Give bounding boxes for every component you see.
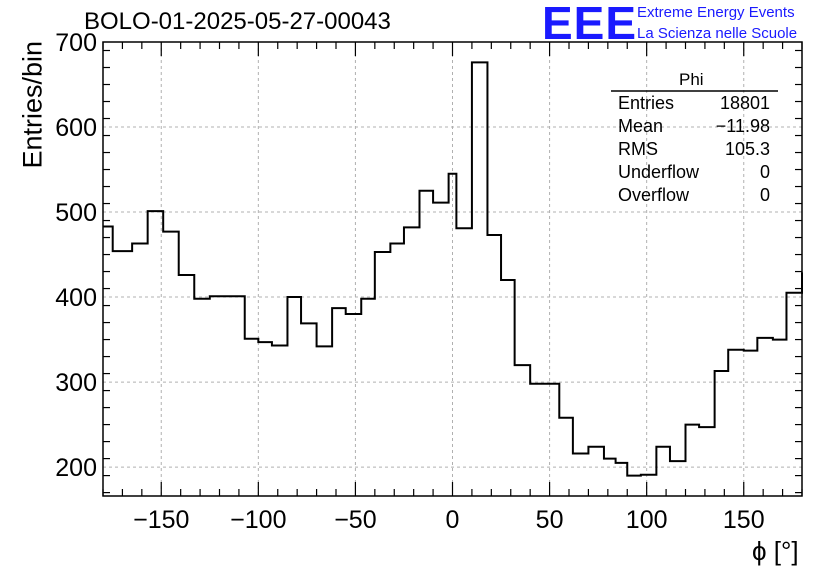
stats-label-mean: Mean [618,116,664,136]
grid-lines [103,41,802,496]
y-tick-label: 700 [55,29,97,57]
axis-tick-labels: −150 −100 −50 0 50 100 150 200 300 400 500 600 700 [55,29,764,534]
x-tick-label: 0 [446,506,460,534]
x-tick-label: −50 [334,506,376,534]
x-tick-label: 150 [723,506,765,534]
y-tick-label: 400 [55,284,97,312]
stats-name: Phi [679,70,704,89]
stats-value-underflow: 0 [759,162,770,182]
stats-label-overflow: Overflow [618,185,690,205]
eee-logo-line1: Extreme Energy Events [637,4,795,21]
stats-label-rms: RMS [618,139,658,159]
stats-value-mean: −11.98 [715,116,770,136]
histogram-line [103,61,803,477]
y-tick-label: 500 [55,199,97,227]
y-tick-label: 300 [55,369,97,397]
x-tick-label: 100 [626,506,668,534]
axis-ticks [102,42,803,496]
eee-logo-line2: La Scienza nelle Scuole [637,25,798,42]
x-tick-label: 50 [536,506,564,534]
x-tick-label: −150 [133,506,189,534]
stats-label-entries: Entries [618,93,675,113]
y-tick-label: 200 [55,454,97,482]
y-tick-label: 600 [55,114,97,142]
stats-value-overflow: 0 [759,185,770,205]
x-tick-label: −100 [230,506,286,534]
y-axis-label: Entries/bin [17,40,48,169]
stats-label-underflow: Underflow [618,162,700,182]
stats-value-entries: 18801 [719,93,770,113]
chart-title: BOLO-01-2025-05-27-00043 [84,8,391,35]
eee-logo-mark: EEE [542,0,638,49]
stats-value-rms: 105.3 [724,139,770,159]
x-axis-label: ϕ [°] [752,536,799,566]
